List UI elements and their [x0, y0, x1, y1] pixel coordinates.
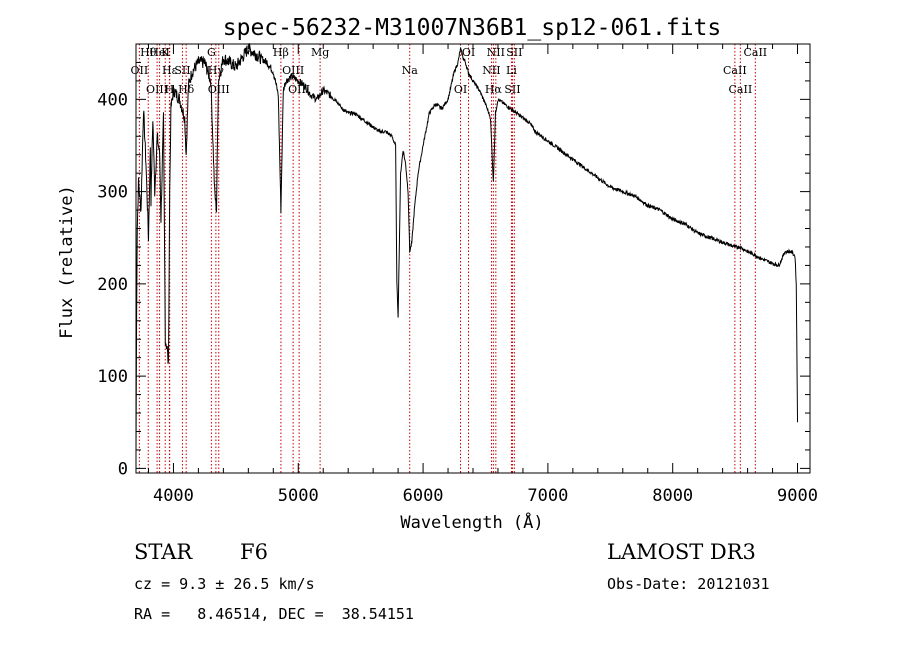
line-marker-label: K [161, 46, 170, 59]
line-marker-label: Li [506, 64, 517, 77]
line-marker-label: Hγ [208, 64, 225, 77]
line-marker-label: Hα [485, 83, 503, 96]
line-marker-label: Hε [162, 64, 178, 77]
chart-title: spec-56232-M31007N36B1_sp12-061.fits [223, 15, 722, 41]
y-tick-label: 0 [118, 459, 128, 479]
coordinates-readout: RA = 8.46514, DEC = 38.54151 [134, 605, 414, 623]
line-marker-label: OIII [146, 83, 168, 96]
line-marker-label: NII [487, 46, 505, 59]
line-marker-labels: HθOIIOIIIKHεHHeISIIHδGHγOIIIHβOIIIOIIIMg… [131, 46, 768, 96]
redshift-readout: cz = 9.3 ± 26.5 km/s [134, 575, 315, 593]
spectrum-line [135, 43, 799, 455]
line-marker-label: HeI [149, 46, 169, 59]
line-marker-label: Na [402, 64, 419, 77]
line-marker-label: SII [504, 83, 520, 96]
y-tick-label: 200 [97, 275, 128, 295]
line-marker-label: H [165, 83, 175, 96]
survey-label: LAMOST DR3 [607, 540, 756, 564]
axis-tick-labels: 4000 5000 6000 7000 8000 9000 0 100 200 300 400 [97, 90, 818, 506]
x-axis-label: Wavelength (Å) [400, 511, 543, 533]
y-axis-label: Flux (relative) [57, 185, 77, 339]
line-markers [138, 44, 756, 473]
y-tick-label: 300 [97, 183, 128, 203]
line-marker-label: SII [506, 46, 522, 59]
line-marker-label: Hδ [178, 83, 195, 96]
line-marker-label: OIII [288, 83, 310, 96]
line-marker-label: Mg [311, 46, 329, 59]
object-class: STAR [134, 540, 193, 564]
line-marker-label: OI [454, 83, 467, 96]
line-marker-label: CaII [723, 64, 747, 77]
line-marker-label: NII [482, 64, 500, 77]
y-tick-label: 400 [97, 90, 128, 110]
line-marker-label: CaII [743, 46, 767, 59]
y-tick-label: 100 [97, 367, 128, 387]
line-marker-label: OI [462, 46, 475, 59]
line-marker-label: G [207, 46, 216, 59]
plot-frame [135, 43, 811, 474]
line-marker-label: Hβ [273, 46, 289, 59]
obs-date: Obs-Date: 20121031 [607, 575, 770, 593]
line-marker-label: CaII [729, 83, 753, 96]
x-tick-label: 8000 [652, 486, 693, 506]
line-marker-label: OII [131, 64, 149, 77]
line-marker-label: Hθ [140, 46, 157, 59]
x-tick-label: 4000 [153, 486, 194, 506]
line-marker-label: OIII [282, 64, 304, 77]
object-subclass: F6 [240, 540, 268, 564]
x-tick-label: 5000 [278, 486, 319, 506]
x-tick-label: 9000 [777, 486, 818, 506]
axis-ticks [136, 44, 810, 473]
line-marker-label: SII [174, 64, 190, 77]
x-tick-label: 7000 [527, 486, 568, 506]
x-tick-label: 6000 [403, 486, 444, 506]
